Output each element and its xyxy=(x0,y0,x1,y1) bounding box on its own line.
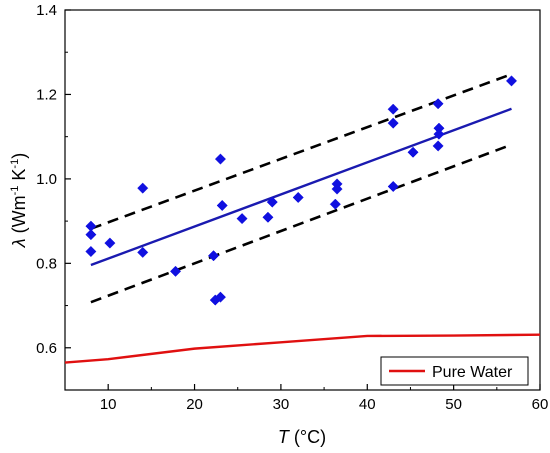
data-point-diamond xyxy=(407,146,419,158)
y-axis-label-close: ) xyxy=(9,153,29,159)
data-point-diamond xyxy=(262,211,274,223)
y-axis-label-open: (Wm xyxy=(9,195,29,238)
data-point-diamond xyxy=(216,199,228,212)
data-point-diamond xyxy=(137,246,149,258)
data-point-diamond xyxy=(214,153,227,165)
data-point-diamond xyxy=(104,237,116,249)
plot-area-frame xyxy=(64,9,541,391)
data-point-diamond xyxy=(137,182,149,194)
data-point-diamond xyxy=(331,183,343,195)
x-axis-label: T (°C) xyxy=(278,427,326,447)
fit-line xyxy=(90,107,512,267)
legend-label-pure-water: Pure Water xyxy=(432,364,513,381)
data-point-diamond xyxy=(85,229,97,241)
x-tick-label: 60 xyxy=(532,396,549,413)
data-point-diamond xyxy=(505,75,518,87)
x-tick-label: 10 xyxy=(100,396,117,413)
data-point-diamond xyxy=(433,128,445,140)
data-point-diamond xyxy=(266,196,278,208)
y-axis-label-mid: K xyxy=(9,169,29,186)
legend: Pure Water xyxy=(380,356,529,386)
data-point-diamond xyxy=(387,117,399,129)
x-tick-label: 30 xyxy=(273,396,290,413)
x-tick-label: 20 xyxy=(186,396,203,413)
confidence-bound-line xyxy=(90,74,509,230)
y-tick-label: 1.0 xyxy=(36,171,57,188)
y-axis-label-exp2: -1 xyxy=(9,159,21,169)
y-axis-label: λ (Wm-1 K-1) xyxy=(9,153,29,248)
data-series xyxy=(64,74,541,364)
y-tick-label: 1.4 xyxy=(36,2,57,19)
y-tick-label: 0.6 xyxy=(36,340,57,357)
data-point-diamond xyxy=(292,191,304,204)
data-point-diamond xyxy=(85,245,97,258)
data-point-diamond xyxy=(387,103,399,115)
data-point-diamond xyxy=(207,250,220,262)
x-tick-label: 50 xyxy=(445,396,462,413)
data-point-diamond xyxy=(432,98,444,110)
axis-ticks: 10 20 30 40 50 60 0.6 0.8 1.0 1.2 1.4 xyxy=(36,2,548,413)
data-point-diamond xyxy=(169,265,182,277)
y-axis-label-symbol: λ xyxy=(9,238,29,248)
confidence-bound-line xyxy=(90,144,509,304)
data-point-diamond xyxy=(214,291,227,303)
y-tick-label: 0.8 xyxy=(36,255,57,272)
data-point-diamond xyxy=(236,213,248,225)
data-point-diamond xyxy=(432,140,444,152)
y-axis-label-exp1: -1 xyxy=(9,186,21,196)
data-point-diamond xyxy=(329,198,341,210)
x-axis-label-unit: (°C) xyxy=(289,427,326,447)
data-point-diamond xyxy=(387,180,399,193)
x-axis-label-symbol: T xyxy=(278,427,291,447)
pure-water-line xyxy=(64,333,541,364)
y-tick-label: 1.2 xyxy=(36,86,57,103)
x-tick-label: 40 xyxy=(359,396,376,413)
